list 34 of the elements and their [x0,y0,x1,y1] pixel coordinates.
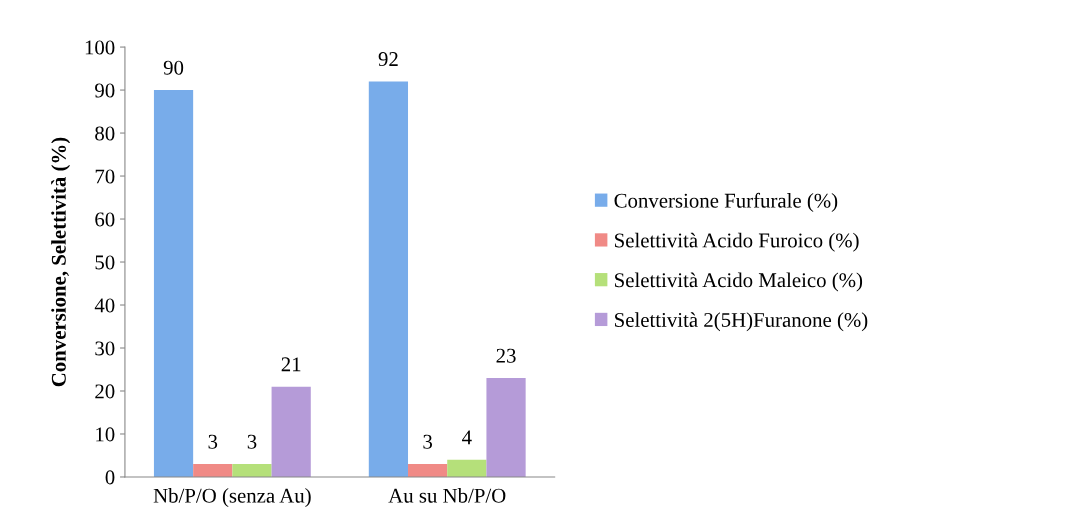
bar [368,81,409,477]
data-label: 92 [378,52,398,67]
bar [232,464,272,477]
y-tick-label: 100 [85,40,115,55]
legend-label: Selettività Acido Maleico (%) [615,272,863,292]
bar [153,90,194,477]
y-tick-label: 40 [94,298,115,313]
y-tick-label: 50 [95,255,115,270]
bar [271,386,311,477]
bar [447,459,487,477]
y-tick-label: 70 [95,169,115,184]
data-label: 4 [462,430,472,445]
legend-label: Selettività 2(5H)Furanone (%) [615,312,868,332]
x-tick-label: Nb/P/O (senza Au) [153,488,311,507]
bar [486,378,526,477]
y-tick-label: 0 [105,470,115,485]
bar [408,464,448,477]
data-label: 23 [496,348,516,363]
y-tick-label: 20 [95,384,115,399]
data-label: 3 [247,434,257,449]
y-tick-label: 30 [95,341,115,356]
y-tick-label: 90 [95,83,115,98]
data-label: 21 [281,357,301,372]
y-tick-label: 80 [95,126,115,141]
x-tick-label: Au su Nb/P/O [388,488,506,503]
legend-label: Selettività Acido Furoico (%) [615,232,859,252]
y-axis-title: Conversione, Selettività (%) [51,137,71,387]
legend-label: Conversione Furfurale (%) [614,192,838,212]
data-label: 3 [423,434,433,449]
y-tick-label: 60 [95,212,115,227]
data-label: 3 [208,434,218,449]
y-tick-label: 10 [96,427,115,442]
bar [193,464,233,477]
data-label: 90 [163,60,184,75]
